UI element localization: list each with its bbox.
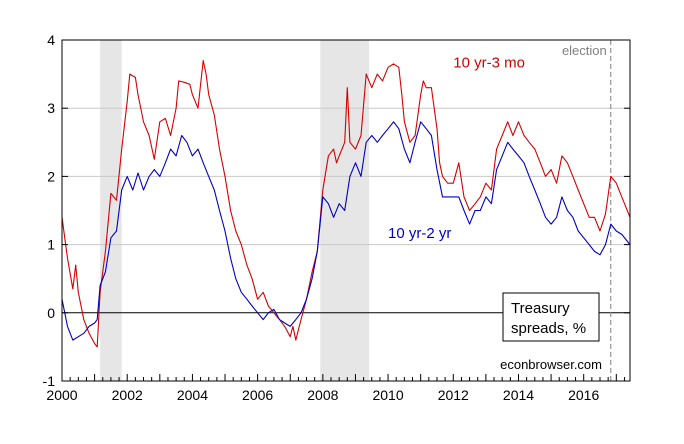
y-tick-label: 1: [47, 237, 55, 253]
y-tick-label: 4: [47, 32, 55, 48]
x-tick-label: 2014: [503, 387, 534, 403]
y-tick-label: 2: [47, 168, 55, 184]
y-axis-tick-labels: -1 0 1 2 3 4: [43, 32, 56, 389]
x-tick-label: 2002: [112, 387, 143, 403]
x-tick-label: 2000: [46, 387, 77, 403]
x-tick-label: 2010: [372, 387, 403, 403]
axis-ticks: [61, 39, 630, 382]
source-credit: econbrowser.com: [500, 357, 602, 372]
recession-bands: [100, 40, 370, 381]
series-label-1: 10 yr-2 yr: [388, 225, 451, 242]
plot-frame: [61, 39, 631, 382]
x-tick-label: 2008: [307, 387, 338, 403]
annotation-frame: [502, 292, 600, 342]
x-tick-label: 2012: [438, 387, 469, 403]
series-line-1: [61, 121, 631, 341]
x-axis-tick-labels: 2000 2002 2004 2006 2008 2010 2012 2014 2016: [46, 387, 599, 403]
series-label-0: 10 yr-3 mo: [453, 54, 525, 71]
annotation-line-2: spreads, %: [511, 320, 586, 337]
recession-band: [100, 40, 122, 381]
series-line-0: [61, 59, 631, 348]
x-tick-label: 2004: [177, 387, 208, 403]
annotation-box: Treasury spreads, %: [502, 292, 600, 342]
x-tick-label: 2006: [242, 387, 273, 403]
y-tick-label: 3: [47, 100, 55, 116]
y-tick-label: 0: [47, 305, 55, 321]
series-labels: 10 yr-3 mo 10 yr-2 yr: [388, 54, 525, 242]
series-lines: [61, 59, 631, 348]
y-tick-label: -1: [43, 373, 56, 389]
x-tick-label: 2016: [568, 387, 599, 403]
annotation-line-1: Treasury: [511, 300, 570, 317]
election-label: election: [562, 43, 607, 58]
